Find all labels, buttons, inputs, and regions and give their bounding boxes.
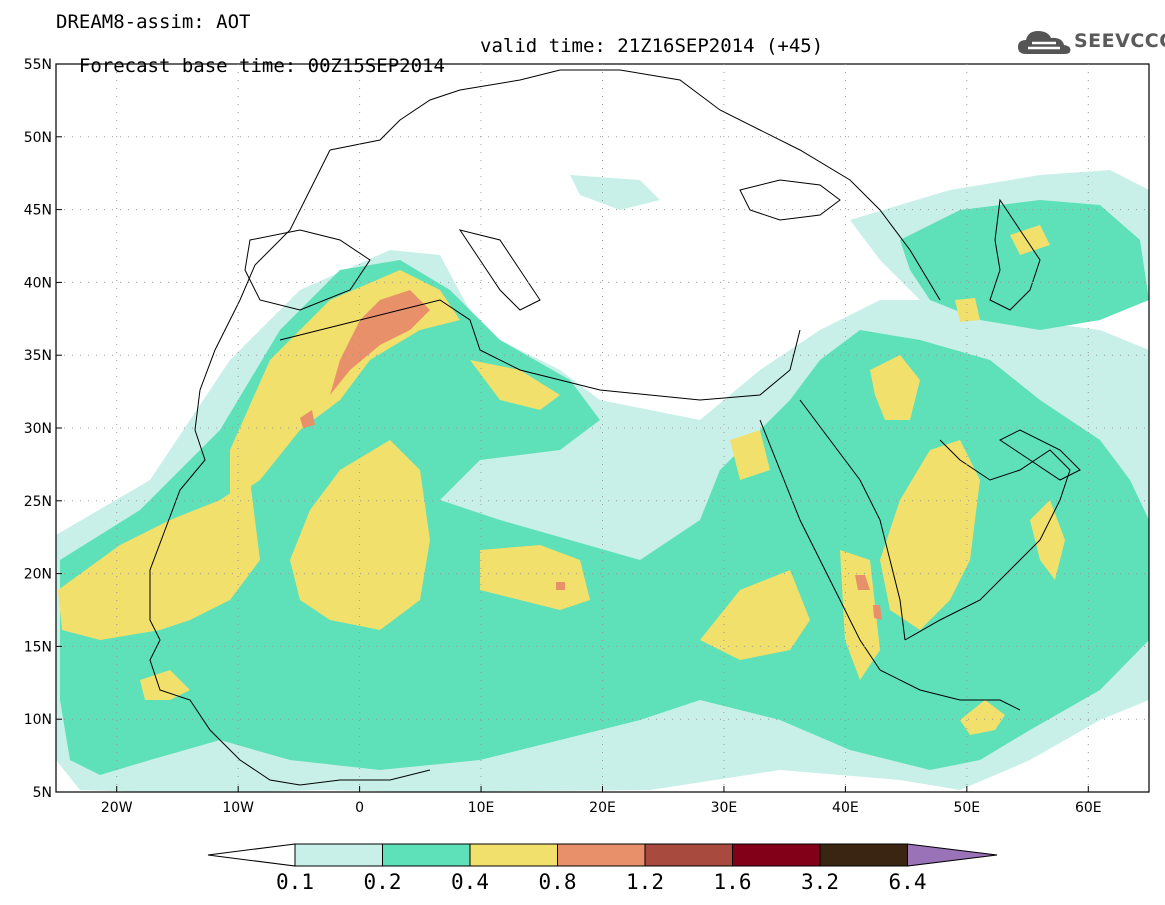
aot-band-0.4-oman [1030,500,1065,580]
aot-band-0.4-turkmen [955,298,980,322]
lat-label: 25N [24,494,52,510]
lat-label: 45N [24,203,52,219]
aot-band-0.4-iraq [870,355,920,420]
colorbar-label: 0.2 [363,870,402,894]
aot-band-0.4-sahara [290,440,430,630]
colorbar-label: 0.1 [276,870,314,894]
aot-band-0.8-yemen-spot [873,605,882,620]
valid-time-text: valid time: 21Z16SEP2014 (+45) [480,35,824,57]
cloud-icon [1018,31,1071,54]
aot-band-0.1-balkans [570,175,660,210]
aot-band-0.4-egypt [730,430,770,480]
aot-band-0.8-morocco [300,410,315,428]
aot-band-0.4-chad [480,545,590,610]
lat-label: 55N [24,57,52,73]
lon-label: 20W [101,800,133,816]
lat-label: 10N [24,712,52,728]
lon-label: 10W [222,800,254,816]
coast-red-sea-east [799,399,906,641]
lat-labels: 55N 50N 45N 40N 35N 30N 25N 20N 15N 10N 5N [24,57,52,801]
map-ticks [56,63,1089,793]
colorbar-label: 3.2 [801,870,839,894]
aot-band-0.4-ethiopia [840,550,880,680]
lon-label: 10E [468,800,495,816]
colorbar-label: 0.8 [538,870,577,894]
aot-band-0.2-caspian [900,200,1149,330]
colorbar-label: 1.6 [713,870,752,894]
lat-label: 35N [24,348,52,364]
lon-label: 60E [1075,800,1102,816]
aot-band-0.4-arabia [880,440,980,630]
coast-horn [879,669,1021,711]
coast-red-sea-west [759,419,881,671]
colorbar-label: 6.4 [888,870,927,894]
colorbar [207,843,998,867]
logo-text: SEEVCCC [1074,30,1165,52]
base-time-text: Forecast base time: 00Z15SEP2014 [78,55,445,77]
colorbar-under-arrow [207,843,296,867]
lat-label: 30N [24,421,52,437]
colorbar-segment [469,843,558,867]
lon-labels: 20W 10W 0 10E 20E 30E 40E 50E 60E [101,800,1102,816]
map-title: DREAM8-assim: AOT [56,11,251,33]
aot-band-0.4-senegal [140,670,190,700]
coast-mediterranean-south [279,299,801,401]
coast-persian-gulf [999,429,1081,481]
coastlines [149,69,1081,786]
seevccc-logo: SEEVCCC [1016,26,1165,58]
colorbar-label: 0.4 [451,870,489,894]
colorbar-segment [382,843,471,867]
aot-band-0.4-libya [470,360,560,410]
aot-band-0.8-atlas [330,290,430,395]
lat-label: 50N [24,130,52,146]
lat-label: 5N [33,785,52,801]
lon-label: 20E [589,800,616,816]
aot-band-0.4-yemen [960,700,1005,735]
colorbar-label: 1.2 [626,870,664,894]
aot-band-0.8-redsea [855,575,870,590]
colorbar-segment [819,843,908,867]
colorbar-segment [732,843,821,867]
coast-west-africa [149,149,431,786]
coast-caspian [989,198,1041,311]
coast-black-sea [739,179,841,221]
lon-label: 40E [832,800,859,816]
coast-italy [458,229,541,311]
aot-band-0.4-west [58,480,260,640]
coast-iberia [244,229,371,311]
aot-band-0.4-caspian [1010,225,1050,255]
coast-europe [329,69,941,301]
lon-label: 0 [355,800,364,816]
lat-label: 20N [24,567,52,583]
colorbar-segment [644,843,733,867]
lat-label: 40N [24,275,52,291]
lat-label: 15N [24,639,52,655]
forecast-base-time: Forecast base time: 00Z15SEP2014 valid t… [56,36,823,96]
aot-band-0.8-chad-spot [556,582,565,590]
colorbar-over-arrow [907,843,998,867]
lon-label: 50E [953,800,980,816]
lon-label: 30E [711,800,738,816]
coast-arabia [904,439,1071,641]
aot-band-0.4-sudan [700,570,810,660]
colorbar-segment [557,843,646,867]
colorbar-segment [294,843,383,867]
